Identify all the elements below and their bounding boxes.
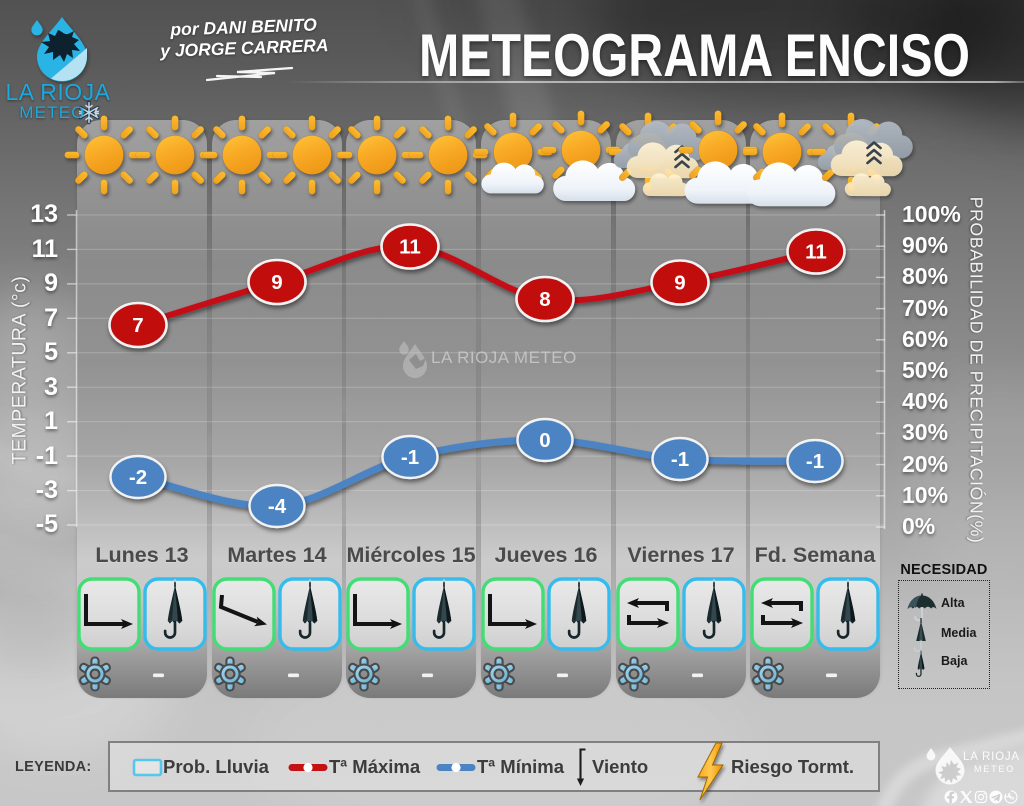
- svg-text:-1: -1: [671, 448, 689, 471]
- svg-text:8: 8: [539, 288, 550, 311]
- svg-text:11: 11: [399, 236, 421, 259]
- svg-text:9: 9: [674, 272, 685, 295]
- svg-text:-1: -1: [401, 446, 419, 469]
- svg-text:-2: -2: [129, 466, 147, 489]
- svg-text:7: 7: [132, 314, 143, 337]
- svg-text:0: 0: [539, 429, 550, 452]
- svg-text:9: 9: [271, 271, 282, 294]
- svg-text:11: 11: [805, 241, 827, 264]
- svg-text:-4: -4: [268, 495, 287, 518]
- svg-text:-1: -1: [806, 450, 824, 473]
